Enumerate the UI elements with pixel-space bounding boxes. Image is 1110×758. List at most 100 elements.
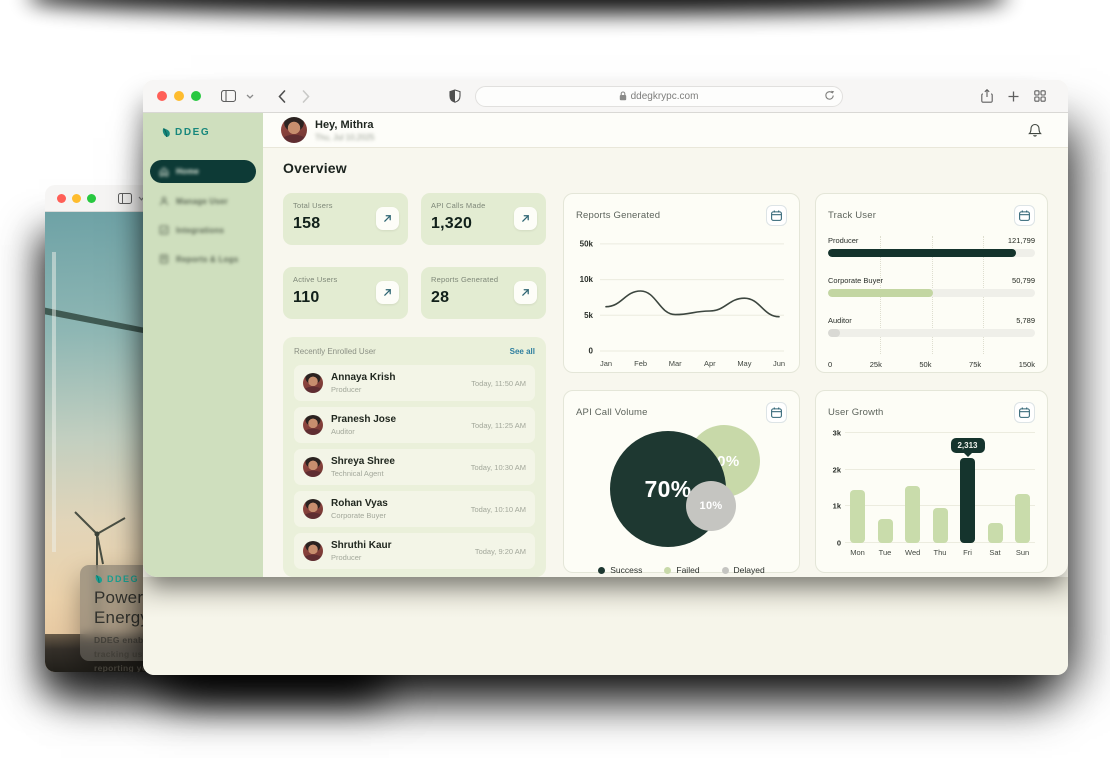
close-button[interactable] bbox=[157, 91, 167, 101]
calendar-filter-button[interactable] bbox=[1014, 205, 1035, 226]
svg-text:0: 0 bbox=[589, 347, 594, 356]
svg-text:50k: 50k bbox=[580, 240, 594, 249]
address-bar[interactable]: ddegkrypc.com bbox=[474, 85, 843, 107]
svg-text:5k: 5k bbox=[584, 311, 593, 320]
svg-text:10k: 10k bbox=[580, 275, 594, 284]
close-button[interactable] bbox=[57, 193, 66, 203]
line-chart: 0 5k 10k 50k Jan Feb Mar Apr May Jun bbox=[580, 240, 785, 369]
sidebar-item-integrations[interactable]: Integrations bbox=[150, 219, 256, 241]
minimize-button[interactable] bbox=[72, 193, 81, 203]
bubble-chart: 70% 20% 10% bbox=[576, 425, 787, 557]
stat-open-button[interactable] bbox=[514, 207, 537, 230]
enrolled-title: Recently Enrolled User bbox=[294, 347, 376, 356]
notifications-button[interactable] bbox=[1028, 123, 1042, 138]
app-header: Hey, Mithra Thu, Jul 10,2025 bbox=[263, 113, 1068, 148]
reports-generated-card: Reports Generated 0 5k 10k 50k Jan Feb Mar Apr M… bbox=[563, 193, 800, 373]
zoom-button[interactable] bbox=[87, 193, 96, 203]
recently-enrolled-card: Recently Enrolled User See all Annaya Kr… bbox=[283, 337, 546, 577]
privacy-shield-icon[interactable] bbox=[448, 89, 461, 103]
forward-icon[interactable] bbox=[302, 89, 310, 103]
stat-value: 110 bbox=[293, 289, 320, 306]
bar-tooltip: 2,313 bbox=[950, 438, 985, 454]
bar-mon bbox=[850, 489, 865, 543]
app-brand-name: DDEG bbox=[175, 127, 211, 138]
enrolled-time: Today, 11:25 AM bbox=[471, 420, 526, 430]
calendar-filter-button[interactable] bbox=[1014, 402, 1035, 423]
browser-window: ddegkrypc.com bbox=[143, 80, 1068, 675]
tab-overview-icon[interactable] bbox=[1034, 90, 1046, 102]
enrolled-time: Today, 11:50 AM bbox=[471, 378, 526, 388]
sidebar-item-home[interactable]: Home bbox=[150, 160, 256, 183]
bar-thu bbox=[932, 508, 948, 543]
hbar-row-producer: Producer 121,799 bbox=[828, 236, 1035, 257]
svg-text:Mar: Mar bbox=[669, 359, 682, 368]
sidebar-nav: Home Manage User Integrations Reports & … bbox=[143, 160, 263, 270]
calendar-filter-button[interactable] bbox=[766, 402, 787, 423]
hbar-value: 50,799 bbox=[1012, 276, 1035, 285]
hbar-label: Auditor bbox=[828, 316, 852, 325]
new-tab-icon[interactable] bbox=[1008, 91, 1019, 102]
hbar-track bbox=[828, 249, 1035, 257]
decorative-shadow bbox=[30, 0, 1005, 14]
manage-user-icon bbox=[159, 196, 170, 206]
legend-dot bbox=[664, 566, 672, 574]
see-all-link[interactable]: See all bbox=[509, 347, 535, 356]
bar-tue bbox=[877, 519, 893, 543]
stat-open-button[interactable] bbox=[376, 281, 399, 304]
browser-toolbar: ddegkrypc.com bbox=[143, 80, 1068, 113]
enrolled-name: Shreya Shree bbox=[331, 456, 395, 467]
hbar-fill bbox=[828, 289, 934, 297]
sidebar-toggle-icon[interactable] bbox=[221, 90, 236, 102]
legend-item-delayed: Delayed bbox=[721, 565, 765, 575]
hbar-fill bbox=[828, 329, 840, 337]
leaf-icon bbox=[161, 127, 172, 138]
stat-value: 28 bbox=[431, 289, 450, 306]
enrolled-row[interactable]: Shruthi Kaur Producer Today, 9:20 AM bbox=[294, 533, 535, 569]
sidebar-toggle-icon[interactable] bbox=[118, 192, 132, 204]
back-icon[interactable] bbox=[278, 89, 286, 103]
lock-icon bbox=[619, 91, 627, 101]
overview-content: Overview Total Users 158 API Calls Made … bbox=[263, 148, 1068, 577]
page-title: Overview bbox=[283, 160, 347, 176]
sidebar-item-reports-logs[interactable]: Reports & Logs bbox=[150, 248, 256, 270]
enrolled-row[interactable]: Pranesh Jose Auditor Today, 11:25 AM bbox=[294, 407, 535, 443]
sidebar: DDEG Home Manage User Integrations Repor… bbox=[143, 113, 263, 577]
reload-icon[interactable] bbox=[824, 90, 835, 104]
share-icon[interactable] bbox=[981, 89, 993, 103]
stat-open-button[interactable] bbox=[376, 207, 399, 230]
arrow-up-right-icon bbox=[521, 214, 530, 223]
user-avatar[interactable] bbox=[281, 117, 307, 143]
zoom-button[interactable] bbox=[191, 91, 201, 101]
minimize-button[interactable] bbox=[174, 91, 184, 101]
app-logo: DDEG bbox=[161, 127, 263, 138]
stat-label: Reports Generated bbox=[431, 275, 499, 284]
legend-label: Success bbox=[610, 565, 643, 575]
stat-value: 158 bbox=[293, 215, 321, 232]
calendar-filter-button[interactable] bbox=[766, 205, 787, 226]
bar-sat bbox=[987, 522, 1003, 543]
stat-open-button[interactable] bbox=[514, 281, 537, 304]
main-area: Hey, Mithra Thu, Jul 10,2025 Overview To… bbox=[263, 113, 1068, 577]
enrolled-time: Today, 9:20 AM bbox=[474, 546, 526, 556]
enrolled-role: Auditor bbox=[331, 427, 355, 436]
stat-card-reports-generated: Reports Generated 28 bbox=[421, 267, 546, 319]
enrolled-row[interactable]: Annaya Krish Producer Today, 11:50 AM bbox=[294, 365, 535, 401]
chevron-down-icon[interactable] bbox=[246, 94, 254, 99]
enrolled-row[interactable]: Shreya Shree Technical Agent Today, 10:3… bbox=[294, 449, 535, 485]
bar-chart: 2,313 bbox=[845, 432, 1035, 543]
hbar-label: Producer bbox=[828, 236, 859, 245]
hbar-axis: 0 25k 50k 75k 150k bbox=[828, 360, 1035, 369]
legend-label: Failed bbox=[676, 565, 700, 575]
stat-card-api-calls-made: API Calls Made 1,320 bbox=[421, 193, 546, 245]
enrolled-role: Technical Agent bbox=[331, 469, 384, 478]
stat-label: Total Users bbox=[293, 201, 333, 210]
enrolled-row[interactable]: Rohan Vyas Corporate Buyer Today, 10:10 … bbox=[294, 491, 535, 527]
stats-grid: Total Users 158 API Calls Made 1,320 Act… bbox=[283, 193, 546, 319]
bar-sun bbox=[1015, 493, 1030, 543]
arrow-up-right-icon bbox=[383, 214, 392, 223]
hbar-row-corporate-buyer: Corporate Buyer 50,799 bbox=[828, 276, 1035, 297]
enrolled-avatar bbox=[303, 457, 323, 477]
sidebar-item-manage-user[interactable]: Manage User bbox=[150, 190, 256, 212]
enrolled-role: Producer bbox=[331, 385, 362, 394]
